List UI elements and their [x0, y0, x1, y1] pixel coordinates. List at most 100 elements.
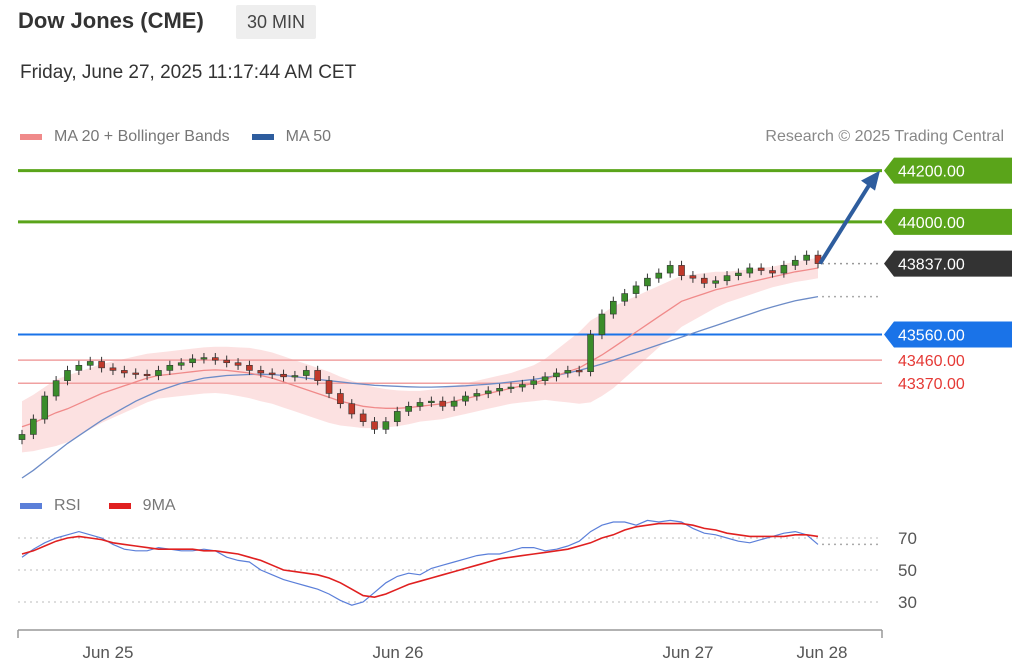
candle-bear	[337, 393, 344, 405]
candle	[189, 354, 196, 368]
candle	[280, 369, 287, 382]
candle-bull	[803, 254, 810, 261]
candle	[530, 376, 538, 390]
x-axis: Jun 25 Jun 26 Jun 27 Jun 28	[17, 629, 883, 662]
candle	[302, 365, 310, 381]
legend-item-9ma: 9MA	[108, 497, 176, 515]
candles	[18, 250, 822, 445]
candle-bull	[791, 259, 799, 266]
candle-bear	[121, 370, 128, 374]
candle-bear	[348, 403, 356, 415]
candle-bull	[75, 364, 83, 371]
candle	[177, 358, 185, 370]
candle-bull	[735, 272, 742, 276]
candle-bear	[257, 370, 265, 374]
candle	[587, 329, 594, 377]
candle-bear	[246, 364, 253, 371]
candle	[689, 271, 697, 283]
level-tag-text: 44200.00	[898, 164, 965, 181]
candle-bull	[30, 418, 37, 435]
candle	[723, 271, 731, 286]
candle	[223, 355, 230, 368]
candle-bull	[450, 400, 458, 407]
candle-bull	[610, 300, 617, 315]
level-tag-bg	[884, 250, 1012, 277]
candle	[382, 417, 390, 434]
candle-bull	[177, 362, 185, 366]
legend-item-rsi: RSI	[20, 497, 81, 515]
candle-bull	[723, 275, 731, 282]
candle	[200, 352, 208, 364]
candle	[507, 382, 515, 393]
candle	[18, 429, 26, 445]
candle-bear	[132, 372, 140, 375]
ma20-label: MA 20 + Bollinger Bands	[54, 128, 230, 145]
candle	[803, 250, 810, 265]
candle	[757, 263, 765, 276]
bollinger-band-area	[22, 257, 818, 453]
candle	[359, 409, 367, 427]
candle	[780, 260, 788, 278]
candle	[86, 356, 94, 370]
candle	[393, 406, 401, 427]
candle	[98, 356, 105, 373]
candle	[746, 263, 754, 278]
candle	[257, 365, 265, 378]
timeframe-button[interactable]: 30 MIN	[236, 5, 317, 39]
level-tag-bg	[884, 208, 1012, 235]
timestamp: Friday, June 27, 2025 11:17:44 AM CET	[20, 62, 357, 83]
candle-bear	[359, 413, 367, 422]
candle	[41, 391, 49, 424]
candle	[416, 397, 424, 411]
candle	[246, 360, 253, 376]
candle-bear	[689, 275, 697, 279]
candle	[132, 368, 140, 379]
rsi-legend: RSI 9MA	[20, 497, 204, 515]
candle-bull	[553, 372, 560, 378]
candle-bull	[507, 386, 515, 389]
candle	[450, 396, 458, 411]
candle-bull	[746, 267, 754, 274]
candle	[791, 255, 799, 271]
level-lines	[18, 169, 882, 384]
support-label: 43460.00	[898, 353, 965, 370]
candle-bull	[86, 361, 94, 366]
candle-bull	[302, 370, 310, 376]
candle-bull	[564, 370, 572, 374]
candle	[678, 260, 685, 281]
ma50-line	[21, 295, 819, 479]
level-tag-text: 43560.00	[898, 328, 965, 345]
candle-bull	[666, 265, 674, 274]
candle-bull	[496, 388, 503, 392]
candle	[598, 309, 606, 340]
candle-bull	[541, 376, 549, 381]
level-tags: 44200.00 44000.00 43837.00 43560.00 43460.00…	[884, 157, 1012, 393]
candle-bull	[473, 393, 481, 397]
candle	[166, 360, 174, 376]
x-tick-Jun-28: Jun 28	[796, 643, 847, 662]
x-tick-Jun-25: Jun 25	[82, 643, 133, 662]
candle-bull	[405, 405, 412, 412]
candle-bear	[325, 380, 333, 394]
candle	[519, 379, 526, 392]
candle-bull	[712, 280, 719, 284]
candle	[121, 365, 128, 378]
level-tag-bg	[884, 321, 1012, 348]
candle	[632, 281, 640, 299]
candle-bull	[64, 370, 71, 381]
candle	[712, 276, 719, 288]
level-tag-bg	[884, 157, 1012, 184]
candle-bear	[769, 270, 776, 274]
candle-bull	[632, 285, 640, 294]
candle-bull	[598, 313, 606, 335]
candle	[473, 388, 481, 401]
legend-item-ma50: MA 50	[251, 128, 331, 146]
candle	[769, 265, 776, 278]
candle	[291, 370, 299, 382]
candle	[666, 260, 674, 278]
candle	[621, 288, 628, 306]
candle-bear	[98, 361, 105, 369]
target-arrow-head	[861, 170, 880, 191]
candle	[553, 368, 560, 382]
